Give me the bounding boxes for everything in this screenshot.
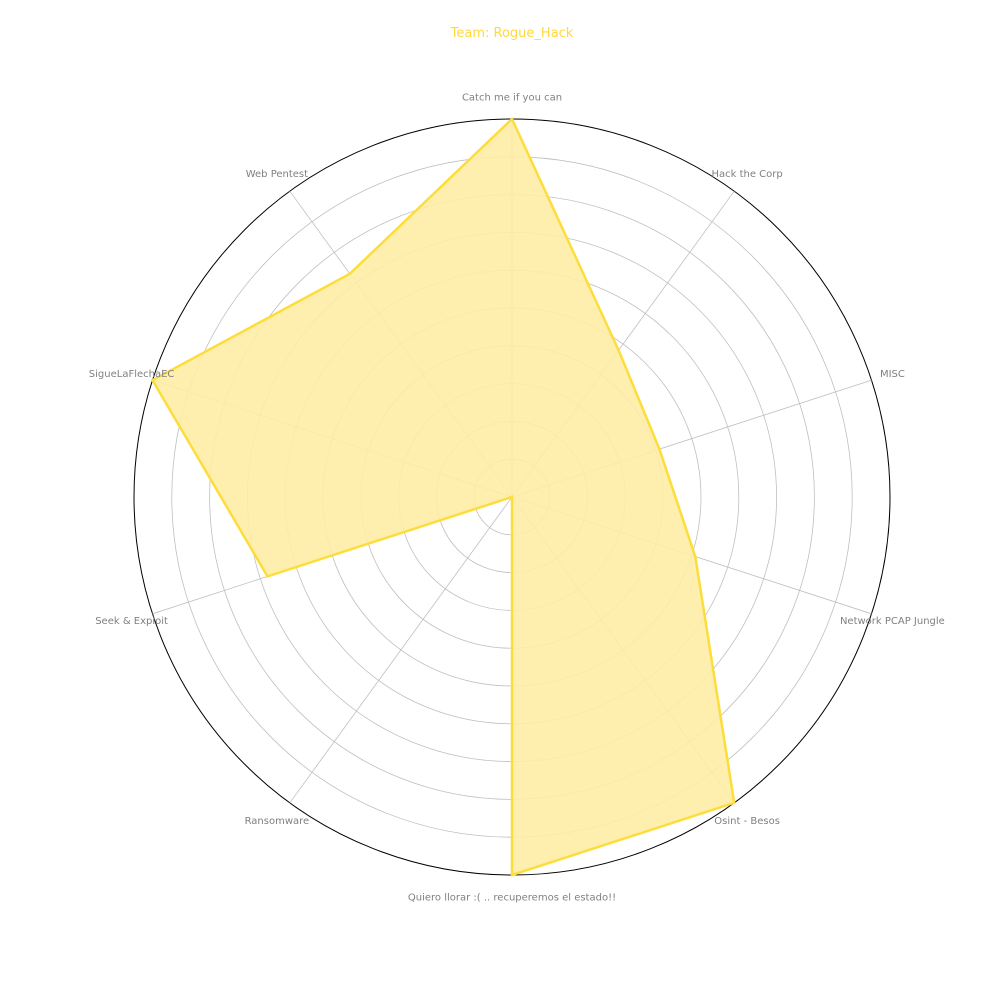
axis-label: Catch me if you can (462, 93, 562, 104)
data-layer (150, 116, 736, 877)
chart-title: Team: Rogue_Hack (450, 26, 574, 41)
axis-label: Osint - Besos (714, 816, 780, 827)
spoke-line (289, 496, 513, 804)
axis-label: Ransomware (245, 816, 310, 827)
series-area (150, 116, 736, 877)
axis-label: Seek & Exploit (95, 616, 168, 627)
axis-label: Hack the Corp (711, 169, 782, 180)
axis-labels: Catch me if you can Hack the Corp MISC Netw… (89, 93, 945, 904)
axis-label: Web Pentest (246, 169, 308, 180)
axis-label: SigueLaFlechaEC (89, 369, 175, 380)
axis-label: Quiero llorar :( .. recuperemos el estad… (408, 893, 616, 904)
axis-label: Network PCAP Jungle (840, 616, 945, 627)
axis-label: MISC (880, 369, 905, 380)
